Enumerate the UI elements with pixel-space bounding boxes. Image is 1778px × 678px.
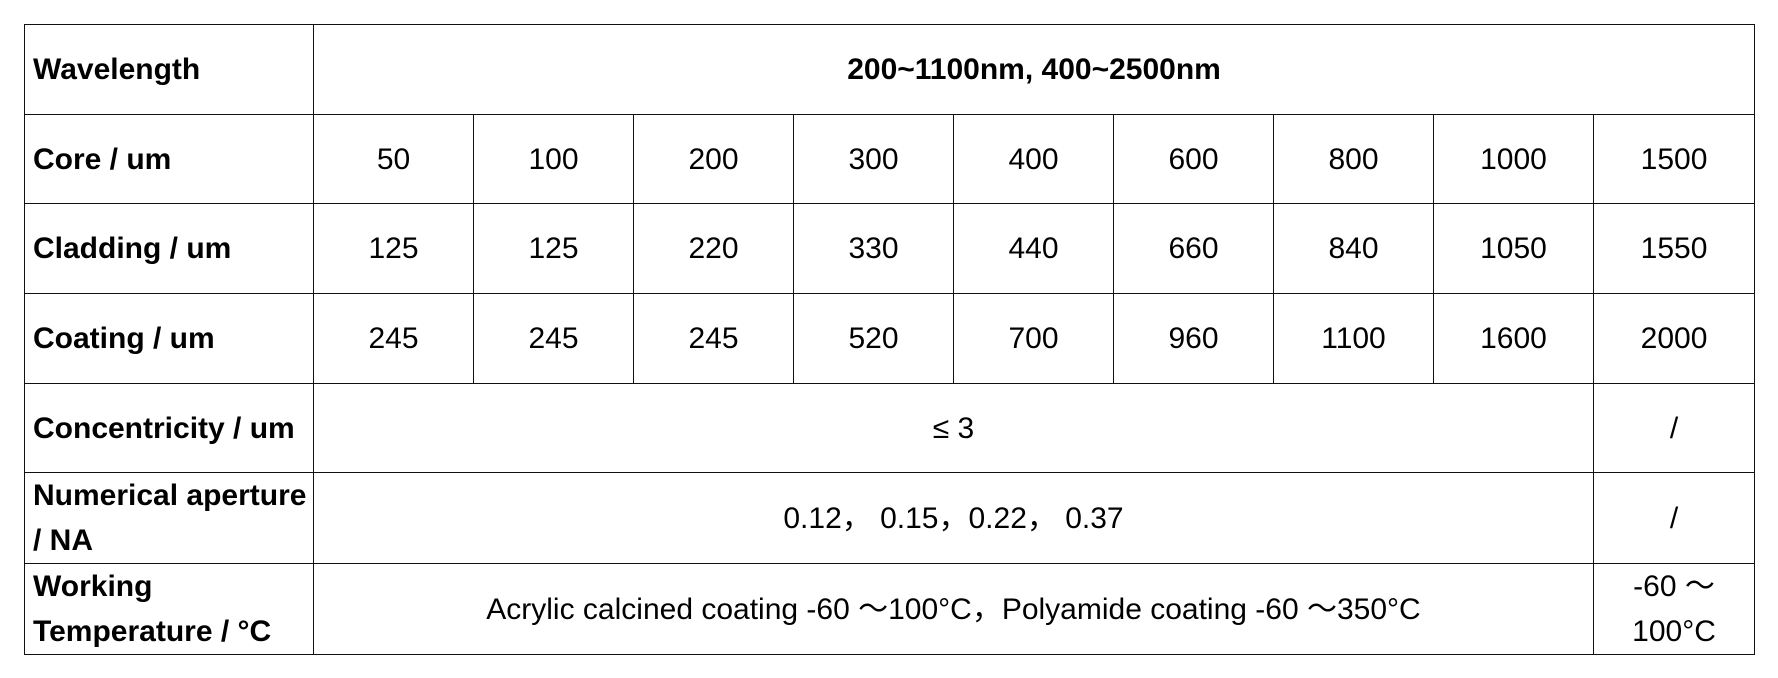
- core-cell: 50: [313, 113, 474, 205]
- cladding-cell: 125: [473, 203, 634, 295]
- working-temperature-row: Working Temperature / °C Acrylic calcine…: [24, 563, 1756, 656]
- cladding-cell: 660: [1113, 203, 1274, 295]
- working-temperature-label: Working Temperature / °C: [24, 563, 314, 656]
- cladding-label: Cladding / um: [24, 203, 314, 295]
- numerical-aperture-last: /: [1592, 472, 1756, 565]
- core-cell: 400: [953, 113, 1114, 205]
- working-temperature-last: -60 ～ 100°C: [1592, 563, 1756, 656]
- concentricity-row: Concentricity / um ≤ 3 /: [24, 382, 1756, 474]
- concentricity-last: /: [1592, 382, 1756, 474]
- core-cell: 200: [633, 113, 794, 205]
- core-cell: 300: [793, 113, 954, 205]
- working-temperature-value: Acrylic calcined coating -60 ～100°C，Poly…: [313, 563, 1594, 656]
- coating-cell: 245: [313, 293, 474, 384]
- coating-cell: 960: [1113, 293, 1274, 384]
- cladding-cell: 220: [633, 203, 794, 295]
- concentricity-value: ≤ 3: [313, 382, 1594, 474]
- coating-row: Coating / um 245 245 245 520 700 960 110…: [24, 293, 1756, 384]
- coating-cell: 1100: [1273, 293, 1434, 384]
- wavelength-row: Wavelength 200~1100nm, 400~2500nm: [24, 24, 1756, 115]
- core-cell: 1500: [1592, 113, 1756, 205]
- cladding-cell: 125: [313, 203, 474, 295]
- cladding-cell: 840: [1273, 203, 1434, 295]
- coating-label: Coating / um: [24, 293, 314, 384]
- wavelength-label: Wavelength: [24, 24, 314, 115]
- cladding-cell: 1050: [1433, 203, 1594, 295]
- coating-cell: 1600: [1433, 293, 1594, 384]
- coating-cell: 245: [473, 293, 634, 384]
- cladding-cell: 1550: [1592, 203, 1756, 295]
- cladding-row: Cladding / um 125 125 220 330 440 660 84…: [24, 203, 1756, 295]
- coating-cell: 700: [953, 293, 1114, 384]
- core-cell: 800: [1273, 113, 1434, 205]
- coating-cell: 245: [633, 293, 794, 384]
- coating-cell: 2000: [1592, 293, 1756, 384]
- core-cell: 100: [473, 113, 634, 205]
- fiber-spec-table: Wavelength 200~1100nm, 400~2500nm Core /…: [24, 24, 1756, 656]
- core-row: Core / um 50 100 200 300 400 600 800 100…: [24, 113, 1756, 205]
- core-cell: 1000: [1433, 113, 1594, 205]
- numerical-aperture-value: 0.12， 0.15，0.22， 0.37: [313, 472, 1594, 565]
- wavelength-value: 200~1100nm, 400~2500nm: [312, 24, 1756, 115]
- concentricity-label: Concentricity / um: [24, 382, 314, 474]
- core-label: Core / um: [24, 113, 314, 205]
- numerical-aperture-row: Numerical aperture / NA 0.12， 0.15，0.22，…: [24, 472, 1756, 565]
- numerical-aperture-label: Numerical aperture / NA: [24, 472, 314, 565]
- coating-cell: 520: [793, 293, 954, 384]
- cladding-cell: 440: [953, 203, 1114, 295]
- core-cell: 600: [1113, 113, 1274, 205]
- cladding-cell: 330: [793, 203, 954, 295]
